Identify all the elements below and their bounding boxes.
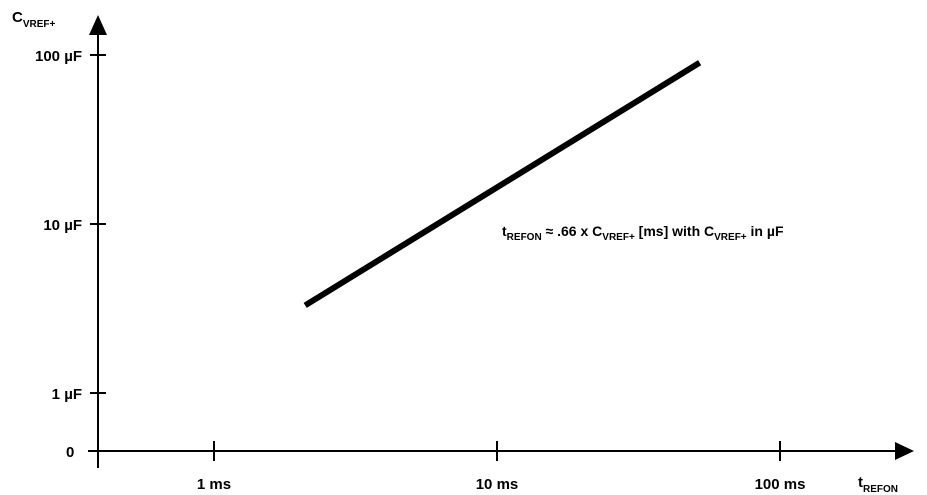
y-tick-label: 1 µF	[52, 386, 82, 403]
y-axis-title: CVREF+	[12, 9, 56, 30]
equation-annotation: tREFON ≈ .66 x CVREF+ [ms] with CVREF+ i…	[502, 223, 784, 243]
x-ticks: 1 ms 10 ms 100 ms	[197, 441, 806, 493]
x-tick-label: 10 ms	[476, 476, 519, 493]
x-tick-label: 1 ms	[197, 476, 231, 493]
y-tick-label: 10 µF	[43, 217, 82, 234]
y-tick-label: 100 µF	[35, 48, 82, 65]
x-axis-arrow	[895, 442, 914, 460]
y-axis-arrow	[89, 15, 107, 35]
x-tick-label: 100 ms	[755, 476, 806, 493]
series-line	[303, 60, 702, 308]
x-axis-title: tREFON	[858, 474, 898, 495]
y-ticks: 1 µF 10 µF 100 µF	[35, 48, 106, 403]
y-zero-label: 0	[66, 444, 74, 461]
